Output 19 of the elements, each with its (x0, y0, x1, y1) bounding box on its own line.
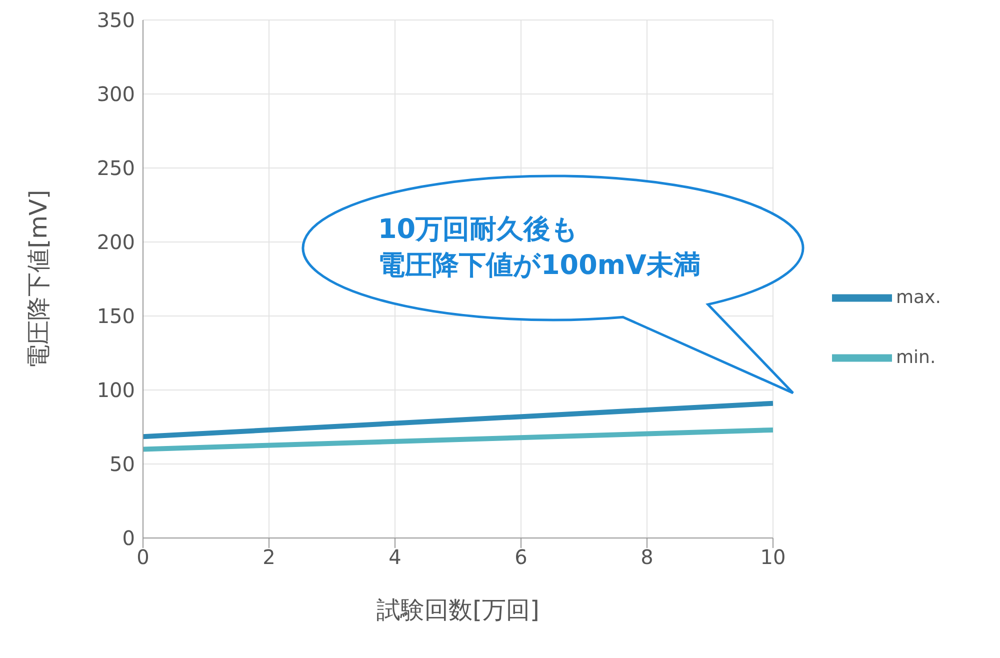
annotation: 電圧降下値が100mV未満 (378, 250, 700, 281)
x-tick-label: 10 (760, 545, 786, 570)
y-tick-label: 300 (96, 82, 135, 106)
y-tick-label: 250 (96, 156, 135, 180)
legend-label: min. (896, 346, 936, 368)
x-tick-label: 8 (640, 545, 654, 570)
legend-label: max. (896, 286, 941, 308)
x-axis-title: 試験回数[万回] (376, 596, 540, 624)
y-tick-label: 100 (96, 378, 135, 402)
annotation: 10万回耐久後も (378, 214, 579, 245)
y-tick-label: 350 (96, 8, 135, 32)
y-tick-label: 0 (122, 526, 135, 550)
y-tick-label: 50 (110, 452, 135, 476)
x-tick-label: 4 (388, 545, 402, 570)
y-tick-label: 200 (96, 230, 135, 254)
x-tick-label: 6 (514, 545, 528, 570)
y-axis-title: 電圧降下値[mV] (24, 190, 53, 368)
y-tick-label: 150 (96, 304, 135, 328)
x-tick-label: 2 (262, 545, 276, 570)
